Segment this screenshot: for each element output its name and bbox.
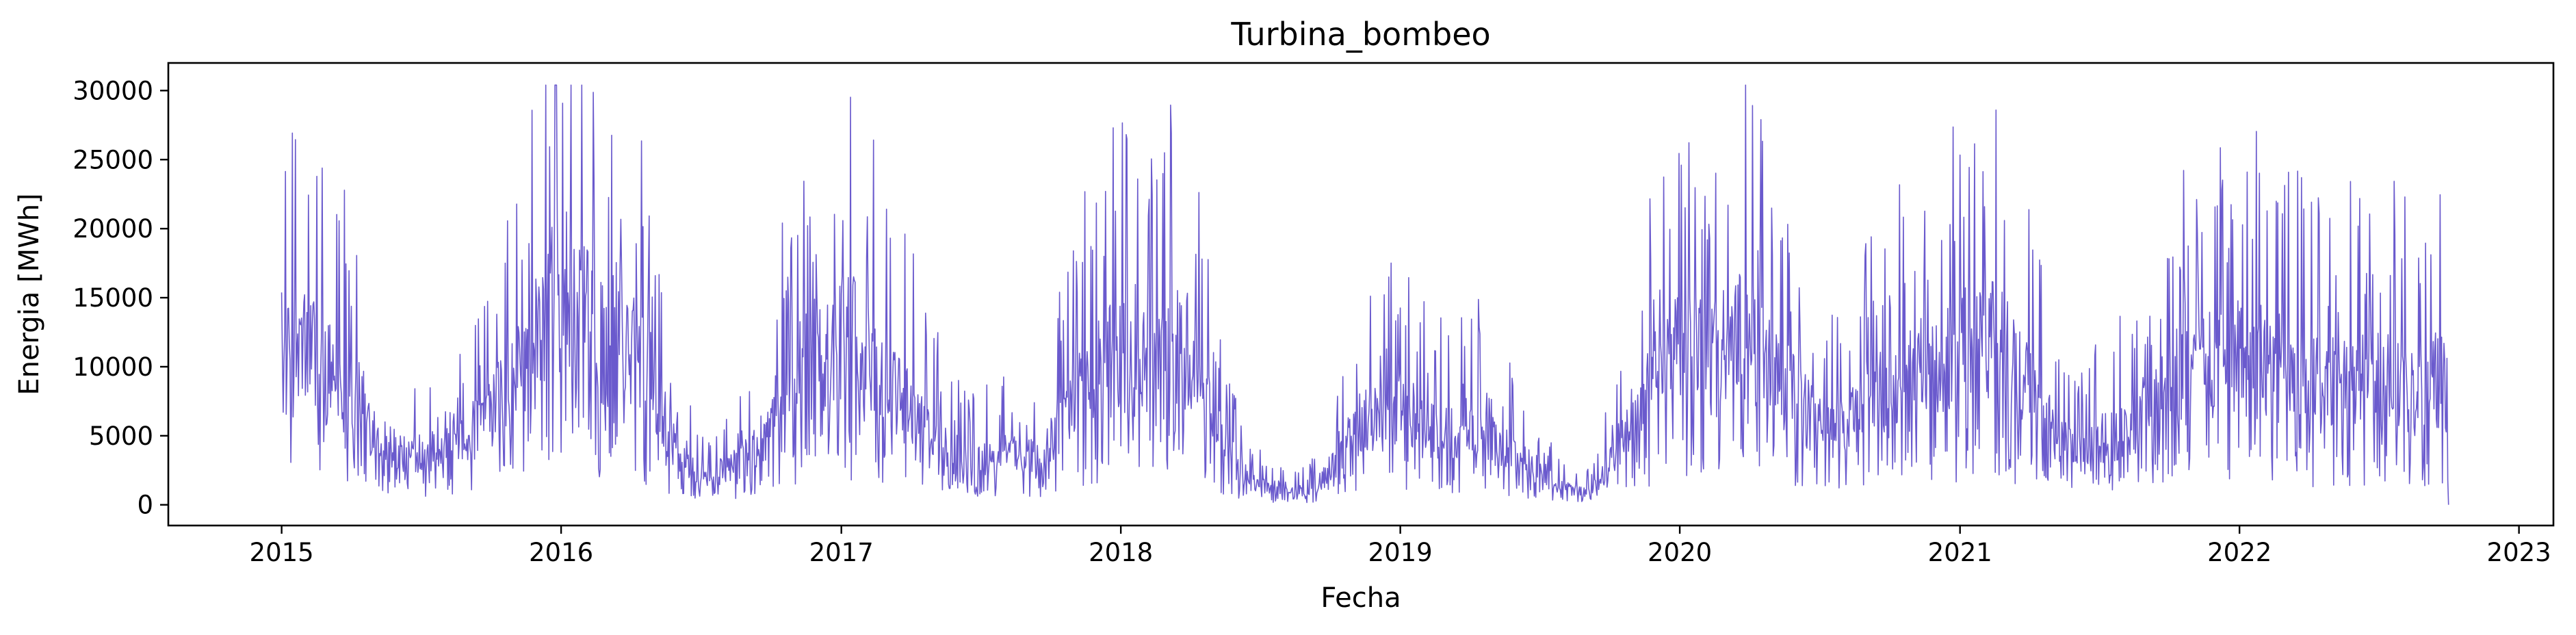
x-tick-label: 2022 — [2207, 538, 2272, 567]
y-tick-label: 30000 — [73, 76, 153, 105]
y-tick-label: 25000 — [73, 145, 153, 174]
x-tick-label: 2019 — [1368, 538, 1433, 567]
y-tick-label: 15000 — [73, 283, 153, 313]
x-axis: 2015 2016 2017 2018 2019 2020 2021 2022 2023 — [250, 526, 2551, 567]
x-tick-label: 2018 — [1089, 538, 1153, 567]
plot-area — [281, 84, 2449, 505]
x-tick-label: 2016 — [529, 538, 593, 567]
series-line — [281, 84, 2449, 505]
y-tick-label: 0 — [137, 491, 153, 520]
x-tick-label: 2020 — [1648, 538, 1712, 567]
y-tick-label: 10000 — [73, 352, 153, 382]
chart-title: Turbina_bombeo — [1230, 16, 1490, 53]
y-axis-title: Energia [MWh] — [14, 193, 45, 395]
y-tick-label: 20000 — [73, 214, 153, 244]
plot-frame — [167, 62, 2555, 527]
x-tick-label: 2023 — [2487, 538, 2551, 567]
y-axis: 0 5000 10000 15000 20000 25000 30000 — [73, 76, 168, 520]
x-axis-title: Fecha — [1320, 582, 1401, 614]
x-tick-label: 2015 — [250, 538, 314, 567]
y-tick-label: 5000 — [89, 422, 153, 451]
x-tick-label: 2021 — [1928, 538, 1992, 567]
x-tick-label: 2017 — [809, 538, 874, 567]
